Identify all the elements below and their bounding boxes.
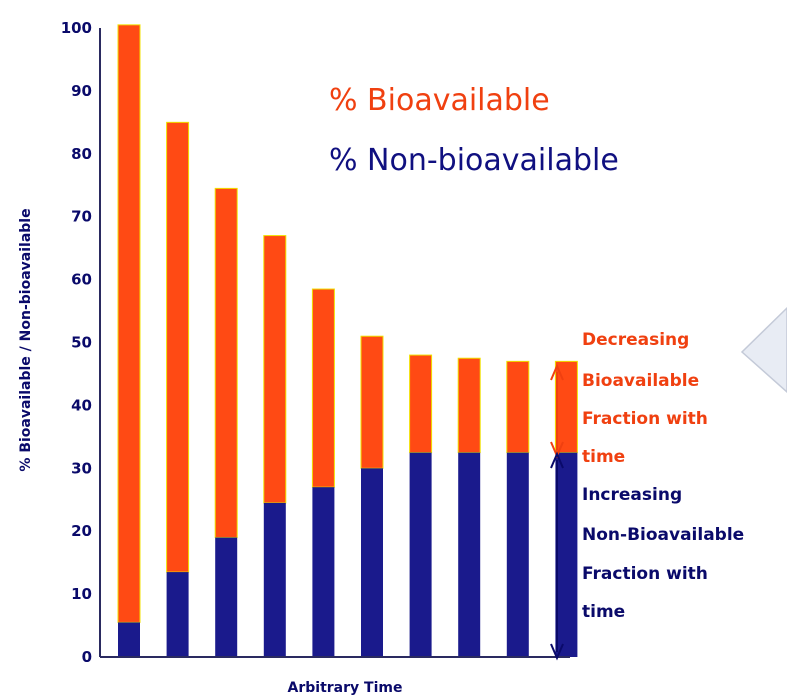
y-tick-label: 50 [71, 334, 92, 352]
increasing-arrow [550, 451, 564, 661]
annotation-line: time [582, 602, 625, 622]
annotation-line: Non-Bioavailable [582, 525, 744, 545]
slide-nav-arrow-icon [740, 306, 787, 394]
bar-non-bioavailable [506, 452, 529, 657]
decreasing-annotation: Decreasing Bioavailable Fraction with ti… [582, 330, 708, 467]
y-axis-ticks: 0 10 20 30 40 50 60 70 80 90 100 [61, 19, 92, 666]
bars [117, 24, 578, 657]
bar-bioavailable [457, 357, 481, 454]
annotation-line: Fraction with [582, 409, 708, 429]
x-axis-title: Arbitrary Time [288, 680, 403, 696]
annotation-line: Bioavailable [582, 371, 699, 391]
bar-non-bioavailable [166, 572, 189, 657]
y-axis-title: % Bioavailable / Non-bioavailable [18, 208, 34, 471]
legend-non-bioavailable: % Non-bioavailable [329, 143, 619, 178]
bar-bioavailable [360, 335, 384, 469]
bar-bioavailable [117, 24, 141, 623]
bar-bioavailable [166, 121, 190, 573]
y-tick-label: 10 [71, 585, 92, 603]
increasing-annotation: Increasing Non-Bioavailable Fraction wit… [582, 485, 744, 622]
bar-non-bioavailable [312, 487, 335, 657]
bar-non-bioavailable [409, 452, 432, 657]
y-tick-label: 20 [71, 522, 92, 540]
bar-bioavailable [214, 187, 238, 538]
annotation-line: Fraction with [582, 564, 708, 584]
y-tick-label: 60 [71, 271, 92, 289]
y-tick-label: 30 [71, 459, 92, 477]
legend-bioavailable: % Bioavailable [329, 83, 550, 118]
annotation-line: time [582, 447, 625, 467]
bar-non-bioavailable [263, 502, 286, 657]
y-tick-label: 40 [71, 396, 92, 414]
bar-non-bioavailable [215, 537, 238, 657]
bar-bioavailable [311, 288, 335, 488]
y-tick-label: 100 [61, 19, 92, 37]
bar-bioavailable [263, 235, 287, 504]
bar-bioavailable [554, 360, 578, 454]
annotation-line: Increasing [582, 485, 682, 505]
bar-non-bioavailable [118, 622, 140, 657]
y-tick-label: 70 [71, 208, 92, 226]
bar-bioavailable [506, 360, 530, 454]
bar-non-bioavailable [458, 452, 481, 657]
bar-non-bioavailable [555, 452, 578, 657]
annotation-line: Decreasing [582, 330, 689, 350]
y-tick-label: 80 [71, 145, 92, 163]
bar-bioavailable [409, 354, 433, 454]
y-tick-label: 0 [82, 648, 92, 666]
y-tick-label: 90 [71, 82, 92, 100]
bar-non-bioavailable [361, 468, 383, 657]
